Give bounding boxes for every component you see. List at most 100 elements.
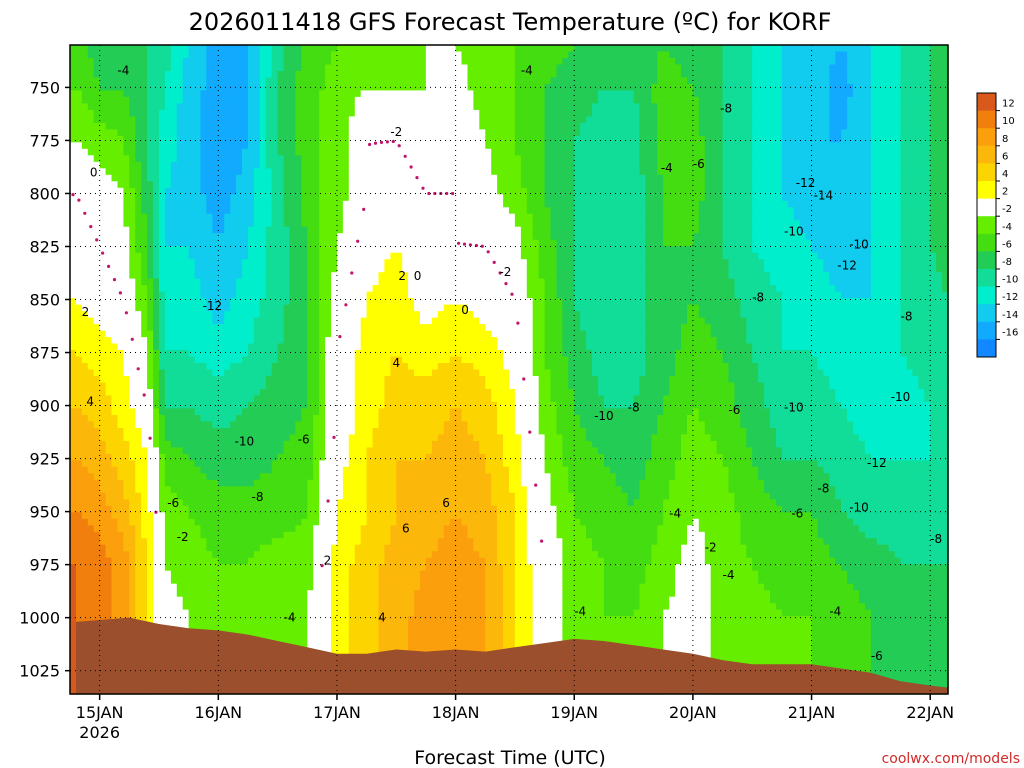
heat-cell <box>218 233 225 241</box>
heat-cell <box>307 460 314 468</box>
heat-cell <box>301 304 308 312</box>
heat-cell <box>360 239 368 247</box>
heat-cell <box>141 518 148 526</box>
heat-cell <box>206 116 213 124</box>
heat-cell <box>141 330 148 338</box>
heat-cell <box>325 259 332 267</box>
heat-cell <box>224 376 231 384</box>
heat-cell <box>236 492 243 500</box>
heat-cell <box>81 538 89 546</box>
heat-cell <box>170 285 178 293</box>
heat-cell <box>277 460 285 468</box>
heat-cell <box>141 265 148 273</box>
heat-cell <box>248 447 255 455</box>
heat-cell <box>111 155 119 163</box>
heat-cell <box>348 135 356 143</box>
heat-cell <box>123 324 130 332</box>
heat-cell <box>153 77 160 85</box>
heat-cell <box>194 324 202 332</box>
heat-cell <box>75 58 83 66</box>
heat-cell <box>354 512 362 520</box>
heat-cell <box>81 226 89 234</box>
heat-cell <box>313 194 320 202</box>
heat-cell <box>348 603 356 611</box>
heat-cell <box>283 194 291 202</box>
heat-cell <box>230 603 237 611</box>
heat-cell <box>360 557 368 565</box>
heat-cell <box>289 453 297 461</box>
heat-cell <box>141 486 148 494</box>
heat-cell <box>259 174 267 182</box>
heat-cell <box>218 45 225 53</box>
heat-cell <box>141 395 148 403</box>
heat-cell <box>153 531 160 539</box>
heat-cell <box>277 168 285 176</box>
heat-cell <box>295 291 302 299</box>
heat-cell <box>212 492 219 500</box>
heat-cell <box>354 220 362 228</box>
heat-cell <box>141 311 148 319</box>
heat-cell <box>248 499 255 507</box>
heat-cell <box>348 194 356 202</box>
heat-cell <box>301 278 308 286</box>
heat-cell <box>170 492 178 500</box>
heat-cell <box>182 135 190 143</box>
heat-cell <box>123 421 130 429</box>
heat-cell <box>75 440 83 448</box>
heat-cell <box>342 122 350 130</box>
heat-cell <box>283 590 291 598</box>
heat-cell <box>242 194 249 202</box>
heat-cell <box>147 246 154 254</box>
heat-cell <box>105 512 113 520</box>
heat-cell <box>236 187 243 195</box>
heat-cell <box>153 408 160 416</box>
heat-cell <box>81 96 89 104</box>
heat-cell <box>87 557 95 565</box>
heat-cell <box>153 64 160 72</box>
heat-cell <box>159 505 166 513</box>
heat-cell <box>360 499 368 507</box>
heat-cell <box>182 278 190 286</box>
heat-cell <box>81 382 89 390</box>
heat-cell <box>153 58 160 66</box>
heat-cell <box>348 90 356 98</box>
heat-cell <box>135 246 142 254</box>
heat-cell <box>87 181 95 189</box>
heat-cell <box>277 148 285 156</box>
heat-cell <box>70 103 77 111</box>
heat-cell <box>81 427 89 435</box>
heat-cell <box>295 135 302 143</box>
heat-cell <box>176 291 184 299</box>
heat-cell <box>212 525 219 533</box>
heat-cell <box>331 570 338 578</box>
heat-cell <box>105 220 113 228</box>
heat-cell <box>325 453 332 461</box>
heat-cell <box>99 447 107 455</box>
heat-cell <box>182 538 190 546</box>
heat-cell <box>354 298 362 306</box>
heat-cell <box>271 317 279 325</box>
heat-cell <box>188 557 196 565</box>
heat-cell <box>170 447 178 455</box>
heat-cell <box>271 525 279 533</box>
heat-cell <box>271 161 279 169</box>
heat-cell <box>277 466 285 474</box>
heat-cell <box>301 259 308 267</box>
heat-cell <box>307 252 314 260</box>
heat-cell <box>135 570 142 578</box>
heat-cell <box>81 479 89 487</box>
heat-cell <box>342 427 350 435</box>
heat-cell <box>87 356 95 364</box>
heat-cell <box>194 414 202 422</box>
heat-cell <box>87 213 95 221</box>
heat-cell <box>265 252 273 260</box>
heat-cell <box>230 499 237 507</box>
heat-cell <box>295 609 302 617</box>
heat-cell <box>242 135 249 143</box>
heat-cell <box>354 122 362 130</box>
heat-cell <box>200 220 208 228</box>
heat-cell <box>337 324 344 332</box>
heat-cell <box>313 499 320 507</box>
heat-cell <box>218 252 225 260</box>
heat-cell <box>242 447 249 455</box>
